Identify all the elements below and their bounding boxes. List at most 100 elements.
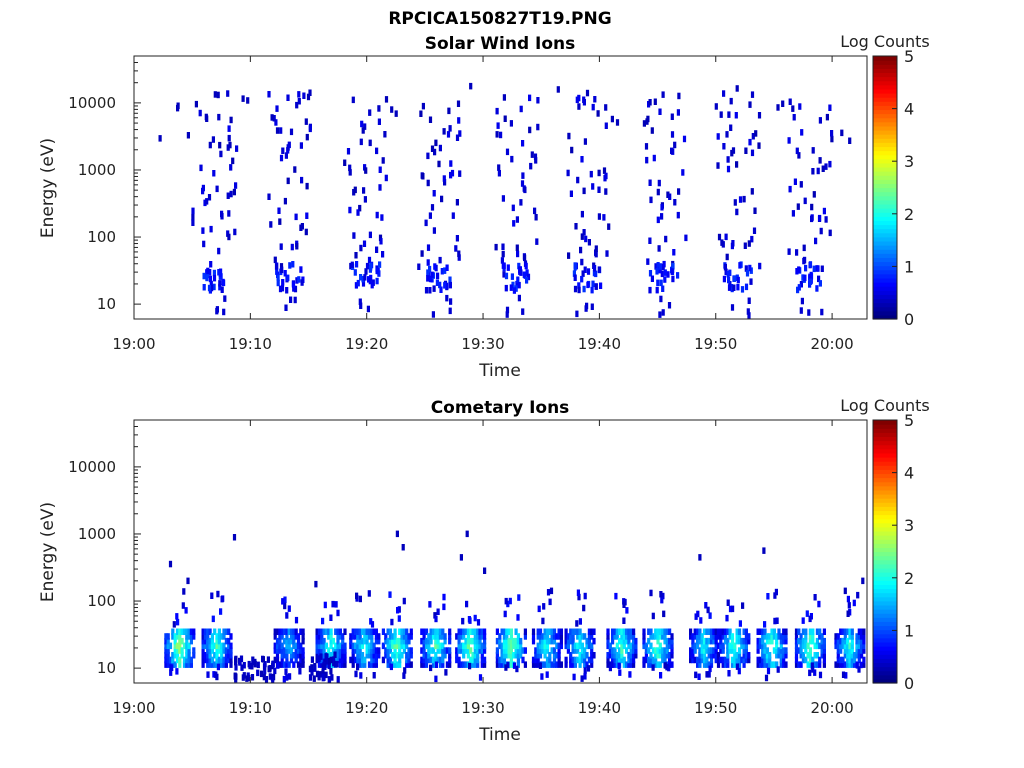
burst-cell [632, 633, 636, 640]
burst-cell [365, 628, 369, 635]
burst-cell [473, 652, 477, 659]
burst-cell [445, 661, 449, 668]
burst-cell [436, 642, 440, 650]
burst-cell [822, 661, 826, 668]
burst-cell [729, 97, 733, 105]
burst-cell [618, 647, 622, 654]
burst-cell [602, 214, 606, 221]
burst-cell [497, 170, 501, 177]
burst-cell [816, 265, 820, 272]
colorbar-step [873, 654, 897, 659]
burst-cell [797, 284, 801, 291]
burst-cell [367, 276, 371, 283]
burst-cell [571, 642, 575, 650]
burst-cell [363, 196, 367, 203]
burst-cell [618, 652, 622, 659]
burst-cell [813, 669, 817, 676]
burst-cell [557, 656, 561, 664]
burst-cell [615, 633, 619, 640]
burst-cell [545, 661, 550, 668]
burst-cell [670, 131, 675, 138]
burst-cell [784, 647, 788, 654]
burst-cell [660, 270, 664, 278]
burst-cell [431, 311, 435, 318]
burst-cell [202, 272, 206, 280]
colorbar-step [873, 249, 897, 254]
burst-cell [296, 637, 301, 645]
burst-cell [292, 285, 296, 292]
burst-cell [424, 656, 429, 664]
burst-cell [498, 656, 502, 664]
burst-cell [571, 633, 575, 640]
burst-cell [656, 216, 660, 224]
burst-cell [707, 647, 711, 654]
burst-cell [770, 633, 774, 640]
burst-cell [516, 661, 520, 668]
burst-cell [436, 608, 440, 615]
burst-cell [650, 127, 654, 134]
colorbar-step [873, 650, 897, 655]
burst-cell [377, 118, 381, 125]
burst-cell [649, 656, 653, 664]
burst-cell [428, 601, 432, 608]
burst-cell [843, 587, 847, 595]
burst-cell [331, 637, 335, 645]
burst-cell [436, 637, 440, 645]
burst-cell [583, 656, 587, 664]
burst-cell [848, 137, 852, 144]
burst-cell [431, 656, 436, 664]
burst-cell [201, 633, 205, 640]
burst-cell [620, 633, 624, 640]
burst-cell [656, 637, 660, 645]
burst-cell [396, 607, 400, 614]
burst-cell [634, 652, 638, 659]
burst-cell [709, 628, 714, 635]
x-tick-label: 20:00 [810, 699, 853, 717]
burst-cell [580, 675, 584, 682]
y-tick-label: 10000 [68, 458, 116, 476]
burst-cell [744, 265, 748, 272]
colorbar-step [873, 436, 897, 442]
burst-cell [594, 270, 598, 278]
burst-cell [575, 310, 579, 318]
burst-cell [836, 647, 840, 654]
burst-cell [709, 647, 714, 654]
burst-cell [293, 166, 297, 173]
colorbar-step [873, 584, 897, 590]
burst-cell [471, 656, 475, 664]
burst-cell [564, 628, 568, 635]
burst-cell [434, 656, 438, 664]
burst-cell [210, 633, 214, 640]
burst-cell [620, 628, 624, 635]
burst-cell [644, 647, 648, 654]
burst-cell [627, 652, 631, 659]
burst-cell [358, 642, 362, 650]
burst-cell [656, 661, 660, 668]
burst-cell [182, 656, 187, 664]
burst-cell [334, 628, 338, 635]
burst-cell [594, 283, 598, 290]
burst-cell [740, 656, 744, 664]
burst-cell [723, 656, 728, 664]
burst-cell [737, 667, 741, 675]
burst-cell [372, 672, 376, 679]
colorbar-step [873, 674, 897, 680]
burst-cell [808, 273, 812, 281]
burst-cell [229, 661, 233, 668]
burst-cell [374, 628, 378, 635]
burst-cell [465, 530, 469, 538]
burst-cell [514, 647, 518, 654]
burst-cell [336, 676, 340, 683]
burst-cell [555, 652, 559, 659]
burst-cell [791, 210, 795, 217]
colorbar-step [873, 522, 897, 528]
burst-cell [634, 647, 638, 654]
burst-cell [577, 286, 581, 294]
burst-cell [308, 674, 313, 681]
burst-cell [368, 109, 372, 116]
burst-cell [327, 652, 331, 659]
burst-cell [541, 633, 545, 640]
burst-cell [777, 652, 781, 659]
burst-cell [367, 647, 372, 654]
